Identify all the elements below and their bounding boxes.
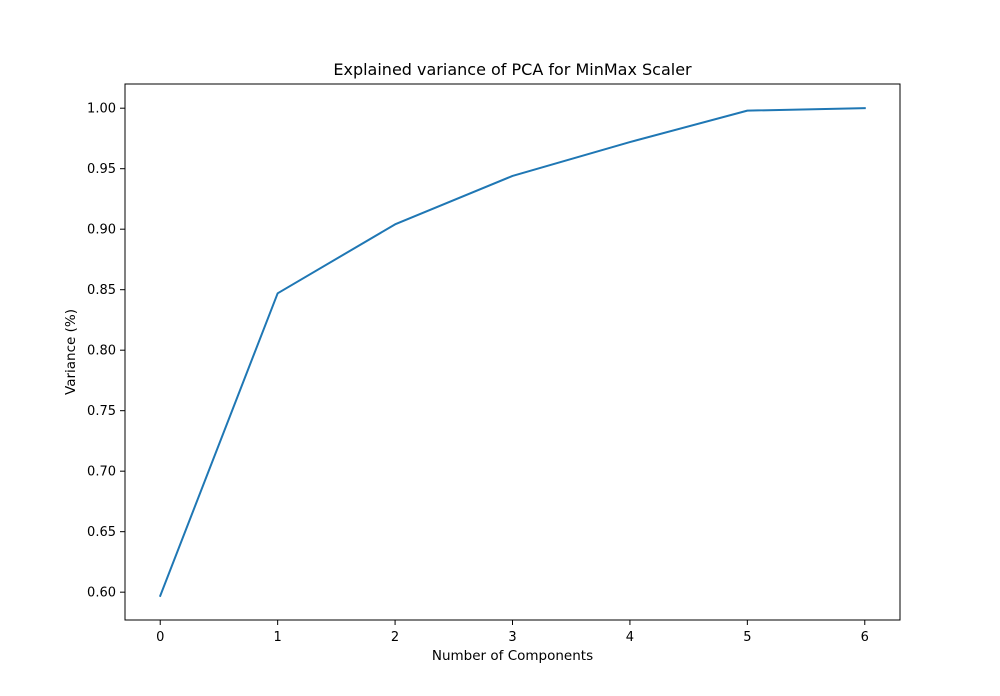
- y-tick-label: 0.65: [87, 525, 116, 540]
- x-tick-label: 0: [156, 630, 164, 645]
- y-tick-label: 1.00: [87, 102, 116, 117]
- x-tick-label: 5: [743, 630, 751, 645]
- y-tick-label: 0.60: [87, 586, 116, 601]
- x-tick-label: 2: [391, 630, 399, 645]
- y-tick-label: 0.80: [87, 344, 116, 359]
- series-line: [158, 107, 866, 598]
- y-tick-label: 0.75: [87, 404, 116, 419]
- y-tick-label: 0.70: [87, 465, 116, 480]
- x-tick-label: 3: [508, 630, 516, 645]
- y-tick-label: 0.95: [87, 162, 116, 177]
- y-axis: 0.60 0.65 0.70 0.75 0.80 0.85 0.90 0.95 1.00: [87, 102, 125, 601]
- x-tick-label: 6: [861, 630, 869, 645]
- y-tick-label: 0.85: [87, 283, 116, 298]
- y-tick-label: 0.90: [87, 223, 116, 238]
- x-axis-label: Number of Components: [432, 648, 593, 664]
- x-tick-label: 4: [626, 630, 634, 645]
- chart-title: Explained variance of PCA for MinMax Sca…: [333, 60, 692, 79]
- series-layer: [158, 107, 866, 598]
- y-axis-label: Variance (%): [63, 309, 79, 395]
- x-axis: 0 1 2 3 4 5 6: [156, 620, 869, 645]
- x-tick-label: 1: [274, 630, 282, 645]
